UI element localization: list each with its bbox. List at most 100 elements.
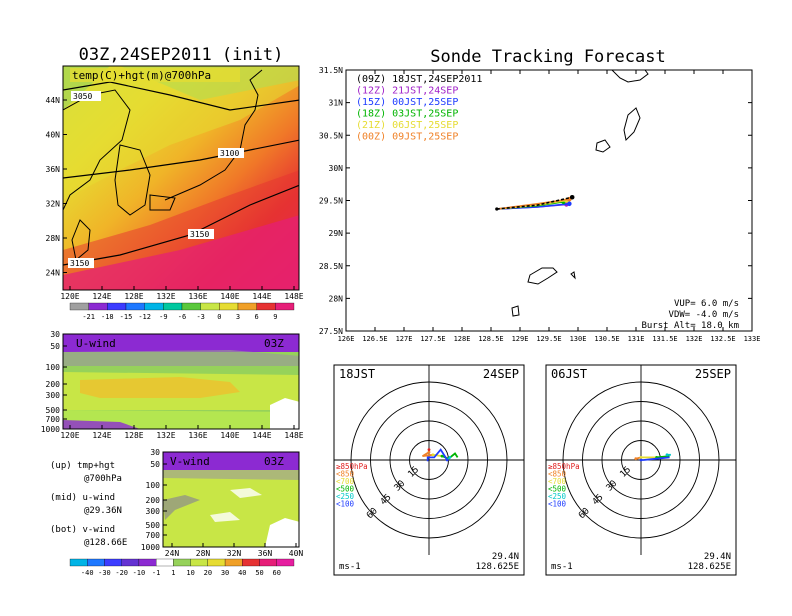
colorbar-swatch (173, 558, 191, 567)
note-line: @29.36N (84, 506, 122, 516)
hodograph-point (448, 456, 452, 459)
island-outline (623, 107, 641, 142)
island-outline (527, 267, 558, 285)
track-end-marker (567, 201, 572, 207)
x-tick-label: 28N (196, 549, 211, 558)
island-outline (595, 139, 611, 153)
y-tick-label: 40N (46, 131, 61, 140)
hodograph-panel-06jst: 06JST 25SEP15304560≥850hPa<850<700<500<25… (545, 364, 737, 576)
colorbar-swatch (275, 302, 295, 311)
colorbar-swatch (69, 302, 89, 311)
legend-entry: (00Z) 09JST,25SEP (356, 132, 458, 143)
u-wind-terrain (270, 398, 299, 429)
colorbar-swatch (219, 302, 239, 311)
colorbar-swatch (104, 558, 122, 567)
v-wind-x-ticks: 24N 28N 32N 36N 40N (165, 543, 303, 558)
colorbar-label: 20 (204, 569, 212, 577)
y-tick-label: 50 (50, 342, 60, 351)
y-tick-label: 700 (46, 415, 61, 424)
y-tick-label: 28.5N (319, 262, 343, 271)
hodograph-lat: 29.4N (704, 552, 731, 562)
hodograph-level-label: <100 (336, 500, 355, 509)
y-tick-label: 1000 (41, 425, 60, 434)
x-tick-label: 130E (570, 335, 587, 343)
v-wind-time-bg (260, 454, 296, 468)
vdw-param: VDW= -4.0 m/s (669, 310, 739, 320)
hodograph-level-label: <850 (548, 470, 567, 479)
colorbar-label: 30 (221, 569, 229, 577)
colorbar-swatch (121, 558, 140, 567)
hodograph-panel-18jst: 18JST 24SEP15304560≥850hPa<850<700<500<25… (333, 364, 525, 576)
hodograph-point (639, 458, 643, 462)
colorbar-swatch (69, 558, 88, 567)
x-tick-label: 126.5E (362, 335, 387, 343)
u-wind-label-bg (74, 336, 144, 350)
y-tick-label: 31N (329, 99, 344, 108)
y-tick-label: 200 (146, 496, 161, 505)
tracking-frame (345, 69, 753, 332)
colorbar-swatch (242, 558, 260, 567)
contour-label-bg (71, 91, 101, 101)
contour-label-bg (188, 229, 214, 239)
hodograph-lon: 128.625E (688, 562, 731, 572)
colorbar-swatch (144, 302, 164, 311)
x-tick-label: 129.5E (536, 335, 561, 343)
contour-label-bg (218, 148, 244, 158)
hodograph-date-label: 24SEP (483, 367, 519, 381)
y-tick-label: 24N (46, 269, 61, 278)
u-wind-jet (80, 377, 240, 398)
temp-map-label: temp(C)+hgt(m)@700hPa (72, 69, 211, 82)
y-tick-label: 100 (46, 363, 61, 372)
x-tick-label: 126E (338, 335, 355, 343)
legend-entry: (21Z) 06JST,25SEP (356, 120, 458, 131)
colorbar-label: 1 (171, 569, 175, 577)
colorbar-label: -1 (152, 569, 160, 577)
colorbar-swatch (190, 558, 208, 567)
x-tick-label: 120E (60, 292, 79, 301)
contour-label: 3150 (190, 230, 209, 239)
contour-label-bg (68, 258, 94, 268)
tracking-legend: (09Z) 18JST,24SEP2011(12Z) 21JST,24SEP(1… (356, 74, 482, 143)
hodograph-point (445, 458, 449, 462)
x-tick-label: 120E (60, 431, 79, 440)
y-tick-label: 700 (146, 531, 161, 540)
v-wind-patch (210, 512, 240, 522)
x-tick-label: 148E (284, 431, 303, 440)
v-wind-grey-band (163, 470, 299, 480)
x-tick-label: 128E (454, 335, 471, 343)
y-tick-label: 28N (329, 294, 344, 303)
v-wind-time: 03Z (264, 455, 284, 468)
y-tick-label: 200 (46, 380, 61, 389)
colorbar-label: -10 (133, 569, 146, 577)
x-tick-label: 144E (252, 292, 271, 301)
legend-entry: (15Z) 00JST,25SEP (356, 97, 458, 108)
colorbar-label: -40 (81, 569, 94, 577)
x-tick-label: 136E (188, 292, 207, 301)
u-wind-x-ticks: 120E 124E 128E 132E 136E 140E 144E 148E (60, 425, 304, 440)
hodograph-unit: ms-1 (339, 562, 361, 572)
colorbar-label: -6 (178, 313, 186, 321)
hodograph-point (431, 453, 435, 457)
x-tick-label: 24N (165, 549, 180, 558)
colorbar-label: 3 (236, 313, 240, 321)
y-tick-label: 50 (150, 460, 160, 469)
x-tick-label: 148E (284, 292, 303, 301)
y-tick-label: 500 (146, 521, 161, 530)
colorbar-swatch (259, 558, 277, 567)
panel-notes: (up) tmp+hgt @700hPa (mid) u-wind @29.36… (50, 461, 127, 548)
x-tick-label: 127.5E (420, 335, 445, 343)
u-wind-time-bg (260, 336, 296, 350)
island-outline (570, 271, 576, 280)
tracking-lines (495, 194, 575, 211)
x-tick-label: 132E (686, 335, 703, 343)
hodograph-level-label: <500 (336, 485, 355, 494)
x-tick-label: 129E (512, 335, 529, 343)
hodograph-level-label: <700 (336, 477, 355, 486)
hodograph-segment (656, 455, 670, 459)
hodograph-point (665, 453, 669, 457)
x-tick-label: 128E (124, 292, 143, 301)
u-wind-surface-band (63, 420, 140, 429)
island-outline (511, 305, 520, 317)
y-tick-label: 29.5N (319, 197, 343, 206)
